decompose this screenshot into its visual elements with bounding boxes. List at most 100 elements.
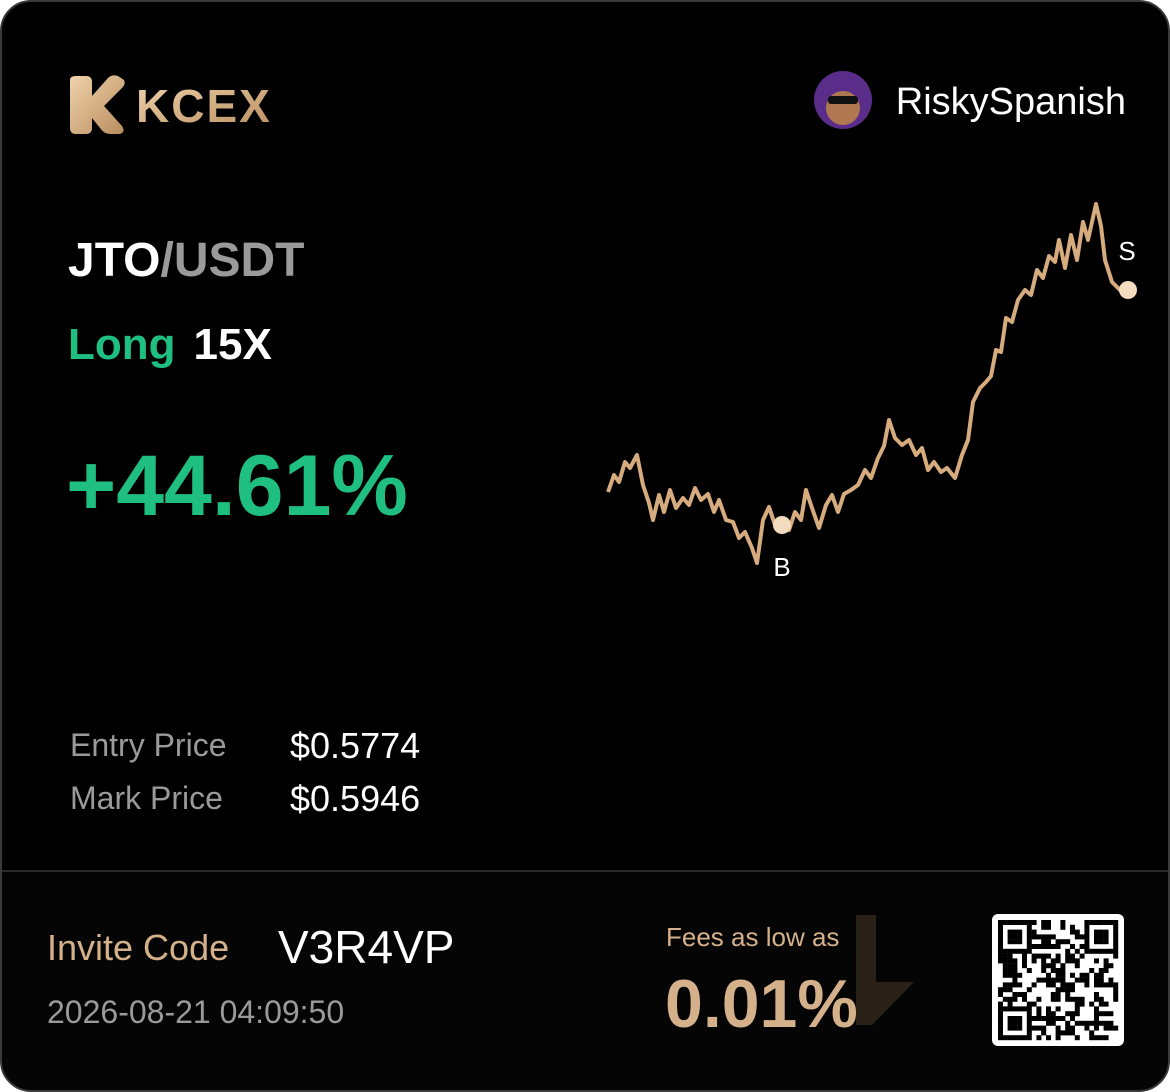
sell-dot	[1119, 281, 1137, 299]
qr-module	[1084, 1020, 1090, 1026]
qr-module	[1041, 953, 1047, 959]
qr-module	[1055, 1025, 1061, 1031]
qr-module	[1098, 934, 1104, 940]
qr-module	[1098, 968, 1104, 973]
qr-module	[1026, 934, 1032, 940]
qr-module	[1017, 1016, 1023, 1021]
qr-module	[1098, 1001, 1104, 1007]
qr-module	[1046, 1011, 1051, 1017]
qr-module	[1113, 996, 1119, 1002]
pnl: +44.61%	[66, 438, 408, 534]
qr-module	[1070, 958, 1075, 964]
qr-module	[1026, 920, 1032, 925]
qr-module	[1055, 1016, 1061, 1021]
qr-module	[1046, 977, 1051, 983]
qr-module	[1094, 948, 1099, 954]
qr-module	[1084, 948, 1090, 954]
qr-module	[1074, 948, 1080, 954]
qr-module	[1017, 1020, 1023, 1026]
qr-module	[1002, 1035, 1008, 1041]
qr-module	[1055, 992, 1061, 997]
qr-module	[1070, 1011, 1075, 1017]
qr-module	[1074, 977, 1080, 983]
qr-module	[1012, 992, 1018, 997]
qr-module	[1017, 982, 1023, 988]
qr-module	[1089, 1030, 1095, 1036]
qr-module	[1070, 953, 1075, 959]
qr-module	[998, 1011, 1003, 1017]
qr-module	[1002, 996, 1008, 1002]
qr-module	[1079, 1001, 1085, 1007]
qr-module	[1113, 934, 1119, 940]
qr-module	[1098, 972, 1104, 978]
qr-module	[1079, 944, 1085, 949]
qr-module	[1094, 1006, 1099, 1012]
qr-module	[1060, 924, 1066, 930]
qr-module	[1041, 1030, 1047, 1036]
side: Long	[68, 320, 176, 369]
qr-module	[1055, 1006, 1061, 1012]
qr-module	[1070, 1030, 1075, 1036]
qr-module	[1050, 934, 1056, 940]
qr-module	[1007, 987, 1013, 993]
qr-module	[1050, 982, 1056, 988]
qr-module	[1094, 934, 1099, 940]
qr-module	[1007, 968, 1013, 973]
qr-module	[1007, 1006, 1013, 1012]
qr-module	[998, 958, 1003, 964]
qr-module	[1017, 1035, 1023, 1041]
logo-mark	[70, 75, 125, 134]
qr-module	[1094, 972, 1099, 978]
qr-module	[998, 953, 1003, 959]
username: RiskySpanish	[896, 81, 1126, 123]
qr-module	[1041, 977, 1047, 983]
qr-module	[1094, 929, 1099, 935]
qr-module	[1046, 982, 1051, 988]
qr-module	[1089, 1035, 1095, 1041]
qr-module	[1036, 1016, 1042, 1021]
qr-module	[1036, 1006, 1042, 1012]
qr-module	[1084, 982, 1090, 988]
qr-module	[1094, 1011, 1099, 1017]
qr-module	[1070, 1025, 1075, 1031]
qr-module	[1002, 982, 1008, 988]
qr-module	[1094, 982, 1099, 988]
qr-module	[1007, 1001, 1013, 1007]
qr-module	[1074, 996, 1080, 1002]
price-sparkline	[606, 202, 1128, 565]
price-value: $0.5946	[290, 778, 420, 819]
qr-module	[1012, 929, 1018, 935]
qr-module	[1084, 939, 1090, 945]
timestamp: 2026-08-21 04:09:50	[47, 994, 344, 1030]
price-label: Mark Price	[70, 780, 223, 816]
qr-module	[1070, 924, 1075, 930]
qr-module	[1074, 963, 1080, 969]
qr-module	[1074, 958, 1080, 964]
qr-module	[1113, 929, 1119, 935]
qr-module	[1098, 948, 1104, 954]
qr-module	[1103, 982, 1109, 988]
fees-value: 0.01%	[665, 966, 858, 1042]
qr-module	[1046, 939, 1051, 945]
qr-module	[1012, 1035, 1018, 1041]
qr-module	[1098, 929, 1104, 935]
qr-module	[1103, 1020, 1109, 1026]
qr-modules	[998, 920, 1119, 1041]
qr-module	[1012, 996, 1018, 1002]
qr-module	[1103, 939, 1109, 945]
qr-module	[1031, 944, 1037, 949]
qr-module	[1007, 929, 1013, 935]
qr-module	[1017, 929, 1023, 935]
qr-module	[1050, 958, 1056, 964]
qr-module	[1017, 1025, 1023, 1031]
qr-module	[1055, 944, 1061, 949]
qr-module	[1098, 977, 1104, 983]
qr-module	[1079, 1020, 1085, 1026]
qr-module	[1031, 934, 1037, 940]
price-value: $0.5774	[290, 725, 420, 766]
qr-module	[1103, 968, 1109, 973]
qr-module	[1055, 953, 1061, 959]
qr-module	[1108, 963, 1114, 969]
